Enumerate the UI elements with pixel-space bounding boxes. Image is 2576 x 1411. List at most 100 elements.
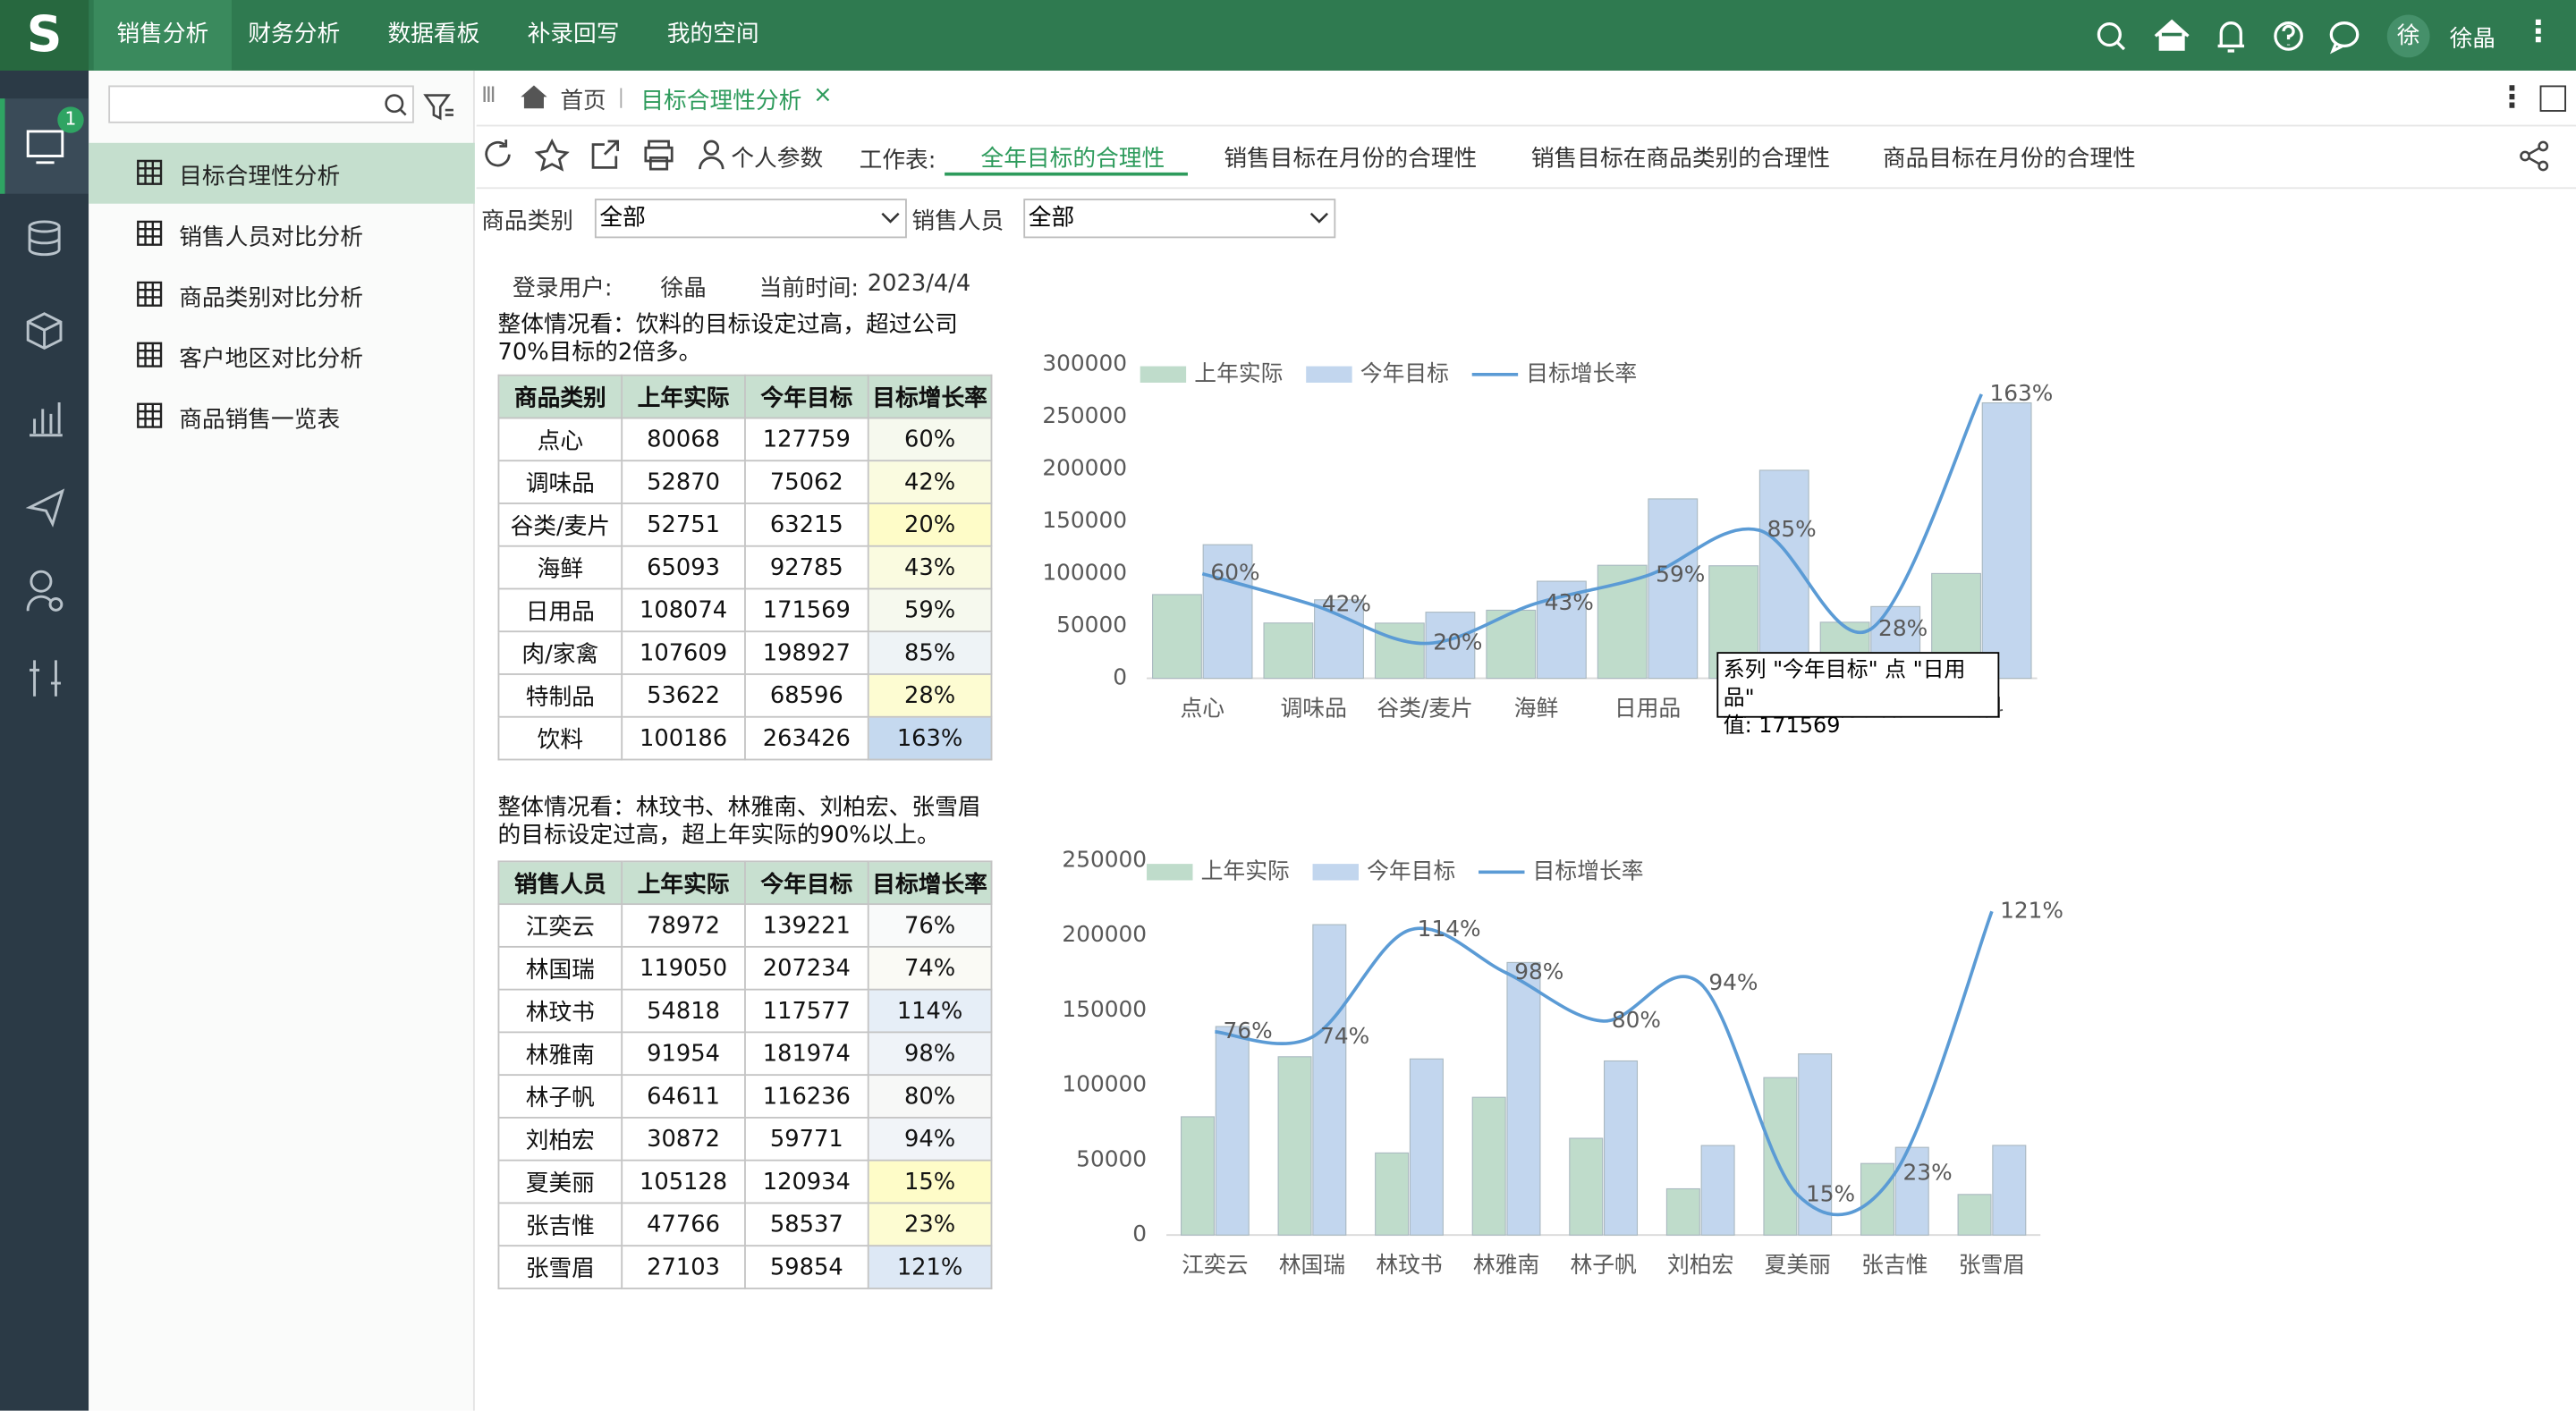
chart-icon[interactable]: [30, 401, 63, 437]
table-icon: [137, 159, 163, 185]
sheet-tab[interactable]: 销售目标在月份的合理性: [1224, 146, 1478, 173]
table-cell: 43%: [867, 545, 993, 590]
table-cell: 207234: [744, 945, 869, 991]
share-icon[interactable]: [2519, 139, 2552, 173]
table-cell: 58537: [744, 1202, 869, 1247]
table-row: 海鲜 65093 92785 43%: [497, 545, 993, 590]
table-cell: 85%: [867, 630, 993, 675]
x-tick-label: 刘柏宏: [1667, 1252, 1733, 1278]
sheet-tab[interactable]: 销售目标在商品类别的合理性: [1530, 146, 1831, 173]
sidebar-item[interactable]: 商品类别对比分析: [179, 285, 363, 312]
sheet-label: 工作表:: [859, 148, 936, 174]
sheet-tab[interactable]: 商品目标在月份的合理性: [1882, 146, 2136, 173]
y-tick-label: 250000: [1042, 402, 1127, 428]
crumb-home[interactable]: 首页: [560, 89, 606, 115]
toolbar: [476, 126, 2576, 190]
tools-icon[interactable]: [30, 660, 61, 697]
personal-params[interactable]: 个人参数: [731, 146, 824, 173]
maximize[interactable]: [2539, 85, 2566, 112]
user-name[interactable]: 徐晶: [2449, 26, 2496, 53]
export-icon[interactable]: [591, 139, 619, 169]
home-icon[interactable]: [519, 84, 548, 110]
bar: [1375, 1152, 1410, 1236]
table-row: 林雅南 91954 181974 98%: [497, 1031, 993, 1077]
table-cell: 59854: [744, 1245, 869, 1289]
avatar[interactable]: 徐: [2386, 14, 2430, 58]
table-row: 点心 80068 127759 60%: [497, 417, 993, 462]
table-cell: 肉/家禽: [497, 630, 623, 675]
menu-item[interactable]: 财务分析: [248, 21, 341, 48]
help-icon[interactable]: [2274, 21, 2303, 51]
value-label: 80%: [1612, 1007, 1661, 1033]
menu-item[interactable]: 我的空间: [666, 21, 759, 48]
close-tab[interactable]: ×: [813, 81, 833, 109]
send-icon[interactable]: [25, 488, 65, 528]
param-icon[interactable]: [699, 139, 724, 170]
bell-icon[interactable]: [2217, 21, 2244, 53]
menu-item[interactable]: 销售分析: [93, 0, 232, 71]
more-menu[interactable]: ⋮: [2523, 14, 2554, 50]
sidebar-item[interactable]: 目标合理性分析: [179, 164, 341, 191]
value-label: 60%: [1210, 560, 1259, 586]
database-icon[interactable]: [28, 220, 61, 257]
sidebar-item[interactable]: 销售人员对比分析: [179, 224, 363, 252]
table-cell: 64611: [621, 1074, 746, 1119]
sheet-tab[interactable]: 全年目标的合理性: [980, 146, 1165, 173]
more-menu[interactable]: ⋮: [2496, 80, 2527, 115]
legend-label: 今年目标: [1360, 360, 1449, 386]
search-icon[interactable]: [385, 94, 407, 116]
print-icon[interactable]: [644, 139, 674, 171]
menu-item[interactable]: 数据看板: [387, 21, 480, 48]
home-icon[interactable]: [2154, 19, 2190, 51]
table-cell: 68596: [744, 673, 869, 718]
star-icon[interactable]: [534, 138, 570, 172]
value-label: 85%: [1767, 516, 1817, 542]
value-label: 28%: [1878, 615, 1928, 641]
collapse-handle[interactable]: Ⅲ: [481, 83, 496, 109]
table-row: 张吉惟 47766 58537 23%: [497, 1202, 993, 1247]
logo[interactable]: S: [0, 0, 89, 71]
search-icon[interactable]: [2097, 21, 2126, 51]
filter-select[interactable]: 全部: [1023, 199, 1336, 239]
table-cell: 海鲜: [497, 545, 623, 590]
filter-select[interactable]: 全部: [594, 199, 907, 239]
monitor-icon[interactable]: [26, 130, 64, 165]
sidebar-item[interactable]: 客户地区对比分析: [179, 346, 363, 373]
chat-icon[interactable]: [2329, 21, 2360, 55]
search-box[interactable]: [108, 85, 414, 123]
bar: [1763, 1077, 1798, 1236]
table-cell: 80%: [867, 1074, 993, 1119]
table-cell: 日用品: [497, 587, 623, 633]
summary-note: 整体情况看：饮料的目标设定过高，超过公司70%目标的2倍多。: [497, 311, 958, 367]
user-gear-icon[interactable]: [26, 570, 64, 612]
table-cell: 198927: [744, 630, 869, 675]
table-cell: 80068: [621, 417, 746, 462]
y-tick-label: 200000: [1042, 455, 1127, 481]
table-cell: 饮料: [497, 715, 623, 761]
table-row: 谷类/麦片 52751 63215 20%: [497, 503, 993, 547]
value-label: 163%: [1990, 380, 2054, 406]
y-tick-label: 50000: [1056, 612, 1127, 638]
toolbar-icons: [485, 138, 724, 172]
cube-icon[interactable]: [26, 312, 63, 351]
info-label: 当前时间:: [758, 275, 860, 302]
table-cell: 刘柏宏: [497, 1116, 623, 1162]
table-cell: 78972: [621, 903, 746, 948]
table-icon: [137, 220, 163, 246]
line: [1201, 393, 1983, 646]
table-cell: 108074: [621, 587, 746, 633]
bar: [1758, 469, 1809, 680]
value-label: 94%: [1708, 969, 1758, 995]
y-tick-label: 150000: [1062, 996, 1147, 1022]
sidebar-item[interactable]: 商品销售一览表: [179, 407, 341, 434]
y-tick-label: 50000: [1076, 1145, 1147, 1171]
y-tick-label: 300000: [1042, 351, 1127, 376]
refresh-icon[interactable]: [485, 139, 511, 167]
bar: [1215, 1026, 1250, 1236]
table-cell: 120934: [744, 1159, 869, 1204]
menu-item[interactable]: 补录回写: [527, 21, 620, 48]
x-tick-label: 谷类/麦片: [1377, 695, 1472, 721]
filter-icon[interactable]: [423, 94, 453, 121]
crumb-tab[interactable]: 目标合理性分析: [640, 89, 802, 115]
